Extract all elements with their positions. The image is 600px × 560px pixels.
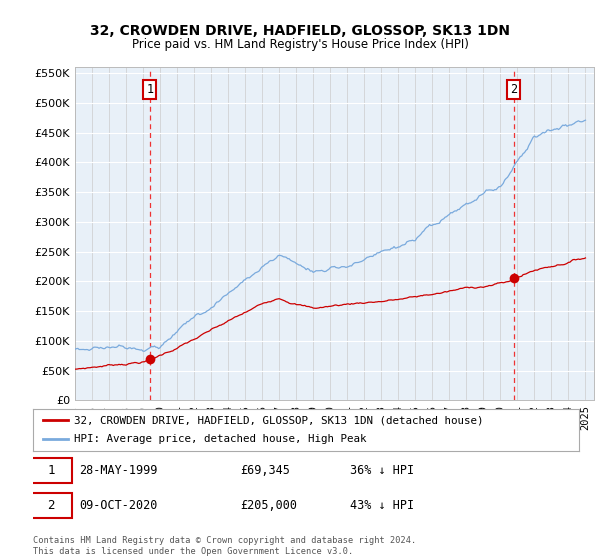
Text: 32, CROWDEN DRIVE, HADFIELD, GLOSSOP, SK13 1DN: 32, CROWDEN DRIVE, HADFIELD, GLOSSOP, SK… <box>90 24 510 38</box>
Text: 2: 2 <box>510 83 517 96</box>
Text: 2: 2 <box>47 499 55 512</box>
Text: 1: 1 <box>146 83 154 96</box>
Text: 36% ↓ HPI: 36% ↓ HPI <box>350 464 414 478</box>
Text: £69,345: £69,345 <box>241 464 290 478</box>
Text: Price paid vs. HM Land Registry's House Price Index (HPI): Price paid vs. HM Land Registry's House … <box>131 38 469 50</box>
Text: Contains HM Land Registry data © Crown copyright and database right 2024.
This d: Contains HM Land Registry data © Crown c… <box>33 536 416 556</box>
Text: 43% ↓ HPI: 43% ↓ HPI <box>350 499 414 512</box>
Text: 09-OCT-2020: 09-OCT-2020 <box>79 499 158 512</box>
FancyBboxPatch shape <box>30 493 73 518</box>
Text: 28-MAY-1999: 28-MAY-1999 <box>79 464 158 478</box>
Text: HPI: Average price, detached house, High Peak: HPI: Average price, detached house, High… <box>74 435 367 445</box>
Text: 32, CROWDEN DRIVE, HADFIELD, GLOSSOP, SK13 1DN (detached house): 32, CROWDEN DRIVE, HADFIELD, GLOSSOP, SK… <box>74 415 484 425</box>
Text: £205,000: £205,000 <box>241 499 298 512</box>
FancyBboxPatch shape <box>30 459 73 483</box>
Text: 1: 1 <box>47 464 55 478</box>
